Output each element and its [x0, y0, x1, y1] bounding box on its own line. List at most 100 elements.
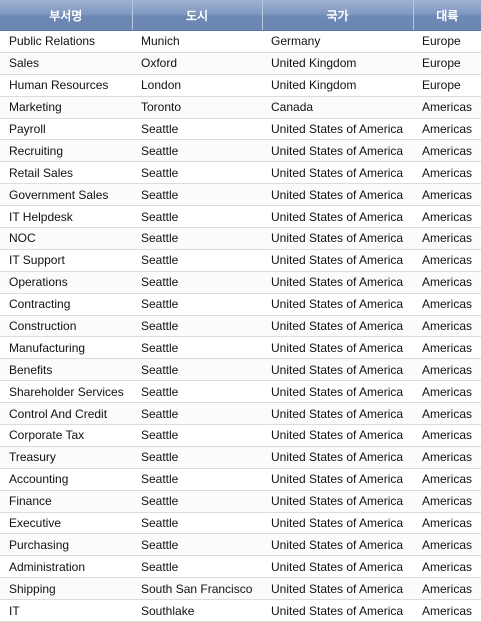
department-cell: Executive [0, 512, 132, 534]
table-row[interactable]: Government Sales Seattle United States of … [0, 184, 481, 206]
country-cell: United States of America [262, 206, 413, 228]
department-cell: Human Resources [0, 74, 132, 96]
country-cell: United States of America [262, 228, 413, 250]
region-cell: Americas [413, 162, 481, 184]
country-cell: United States of America [262, 490, 413, 512]
region-cell: Americas [413, 118, 481, 140]
department-cell: Control And Credit [0, 403, 132, 425]
department-cell: Marketing [0, 96, 132, 118]
table-row[interactable]: Shareholder Services Seattle United States… [0, 381, 481, 403]
table-row[interactable]: Recruiting Seattle United States of Americ… [0, 140, 481, 162]
region-cell: Americas [413, 381, 481, 403]
region-cell: Americas [413, 228, 481, 250]
header-row: 부서명 도시 국가 대륙 [0, 0, 481, 31]
country-cell: United States of America [262, 600, 413, 622]
table-row[interactable]: Marketing Toronto Canada Americas [0, 96, 481, 118]
city-cell: Seattle [132, 337, 262, 359]
department-cell: Recruiting [0, 140, 132, 162]
city-cell: Seattle [132, 249, 262, 271]
table-row[interactable]: IT Helpdesk Seattle United States of Ameri… [0, 206, 481, 228]
country-cell: United States of America [262, 271, 413, 293]
department-cell: Treasury [0, 446, 132, 468]
table-row[interactable]: Retail Sales Seattle United States of Amer… [0, 162, 481, 184]
table-row[interactable]: Treasury Seattle United States of America A… [0, 446, 481, 468]
region-cell: Americas [413, 337, 481, 359]
country-cell: United States of America [262, 118, 413, 140]
city-cell: Toronto [132, 96, 262, 118]
region-cell: Americas [413, 490, 481, 512]
region-cell: Americas [413, 425, 481, 447]
region-cell: Europe [413, 31, 481, 53]
country-cell: United States of America [262, 403, 413, 425]
department-cell: Operations [0, 271, 132, 293]
table-row[interactable]: Construction Seattle United States of Amer… [0, 315, 481, 337]
table-row[interactable]: IT Support Seattle United States of Americ… [0, 249, 481, 271]
country-cell: United Kingdom [262, 74, 413, 96]
country-cell: United States of America [262, 162, 413, 184]
column-header-city[interactable]: 도시 [132, 0, 262, 31]
city-cell: Seattle [132, 359, 262, 381]
table-row[interactable]: Manufacturing Seattle United States of Ame… [0, 337, 481, 359]
region-cell: Americas [413, 556, 481, 578]
country-cell: Canada [262, 96, 413, 118]
department-cell: Payroll [0, 118, 132, 140]
city-cell: Seattle [132, 293, 262, 315]
region-cell: Americas [413, 249, 481, 271]
department-cell: Retail Sales [0, 162, 132, 184]
country-cell: United States of America [262, 512, 413, 534]
department-cell: Accounting [0, 468, 132, 490]
department-cell: Government Sales [0, 184, 132, 206]
table-row[interactable]: Operations Seattle United States of Americ… [0, 271, 481, 293]
column-header-country[interactable]: 국가 [262, 0, 413, 31]
table-row[interactable]: Control And Credit Seattle United States o… [0, 403, 481, 425]
country-cell: United Kingdom [262, 52, 413, 74]
city-cell: South San Francisco [132, 578, 262, 600]
table-row[interactable]: Finance Seattle United States of America Am… [0, 490, 481, 512]
table-row[interactable]: Shipping South San Francisco United States… [0, 578, 481, 600]
table-row[interactable]: Payroll Seattle United States of America Am… [0, 118, 481, 140]
country-cell: United States of America [262, 468, 413, 490]
city-cell: Munich [132, 31, 262, 53]
table-row[interactable]: Contracting Seattle United States of Ameri… [0, 293, 481, 315]
country-cell: United States of America [262, 293, 413, 315]
table-row[interactable]: IT Southlake United States of America Ameri… [0, 600, 481, 622]
region-cell: Europe [413, 52, 481, 74]
region-cell: Americas [413, 206, 481, 228]
department-cell: Public Relations [0, 31, 132, 53]
table-row[interactable]: Public Relations Munich Germany Europe [0, 31, 481, 53]
country-cell: United States of America [262, 140, 413, 162]
city-cell: London [132, 74, 262, 96]
table-row[interactable]: Sales Oxford United Kingdom Europe [0, 52, 481, 74]
table-row[interactable]: Accounting Seattle United States of Americ… [0, 468, 481, 490]
city-cell: Seattle [132, 381, 262, 403]
country-cell: United States of America [262, 534, 413, 556]
column-header-department[interactable]: 부서명 [0, 0, 132, 31]
table-row[interactable]: Benefits Seattle United States of America A… [0, 359, 481, 381]
region-cell: Americas [413, 446, 481, 468]
department-cell: Benefits [0, 359, 132, 381]
table-row[interactable]: Purchasing Seattle United States of Americ… [0, 534, 481, 556]
table-row[interactable]: Human Resources London United Kingdom Europ… [0, 74, 481, 96]
table-row[interactable]: Corporate Tax Seattle United States of Ame… [0, 425, 481, 447]
table-row[interactable]: NOC Seattle United States of America Americ… [0, 228, 481, 250]
column-header-region[interactable]: 대륙 [413, 0, 481, 31]
city-cell: Seattle [132, 206, 262, 228]
city-cell: Seattle [132, 140, 262, 162]
city-cell: Seattle [132, 534, 262, 556]
region-cell: Americas [413, 293, 481, 315]
city-cell: Seattle [132, 315, 262, 337]
table-row[interactable]: Administration Seattle United States of Am… [0, 556, 481, 578]
region-cell: Americas [413, 184, 481, 206]
country-cell: United States of America [262, 337, 413, 359]
department-cell: Contracting [0, 293, 132, 315]
city-cell: Seattle [132, 162, 262, 184]
department-cell: Construction [0, 315, 132, 337]
region-cell: Americas [413, 534, 481, 556]
country-cell: United States of America [262, 578, 413, 600]
country-cell: United States of America [262, 556, 413, 578]
region-cell: Americas [413, 578, 481, 600]
department-cell: Shareholder Services [0, 381, 132, 403]
table-row[interactable]: Executive Seattle United States of America… [0, 512, 481, 534]
city-cell: Seattle [132, 184, 262, 206]
